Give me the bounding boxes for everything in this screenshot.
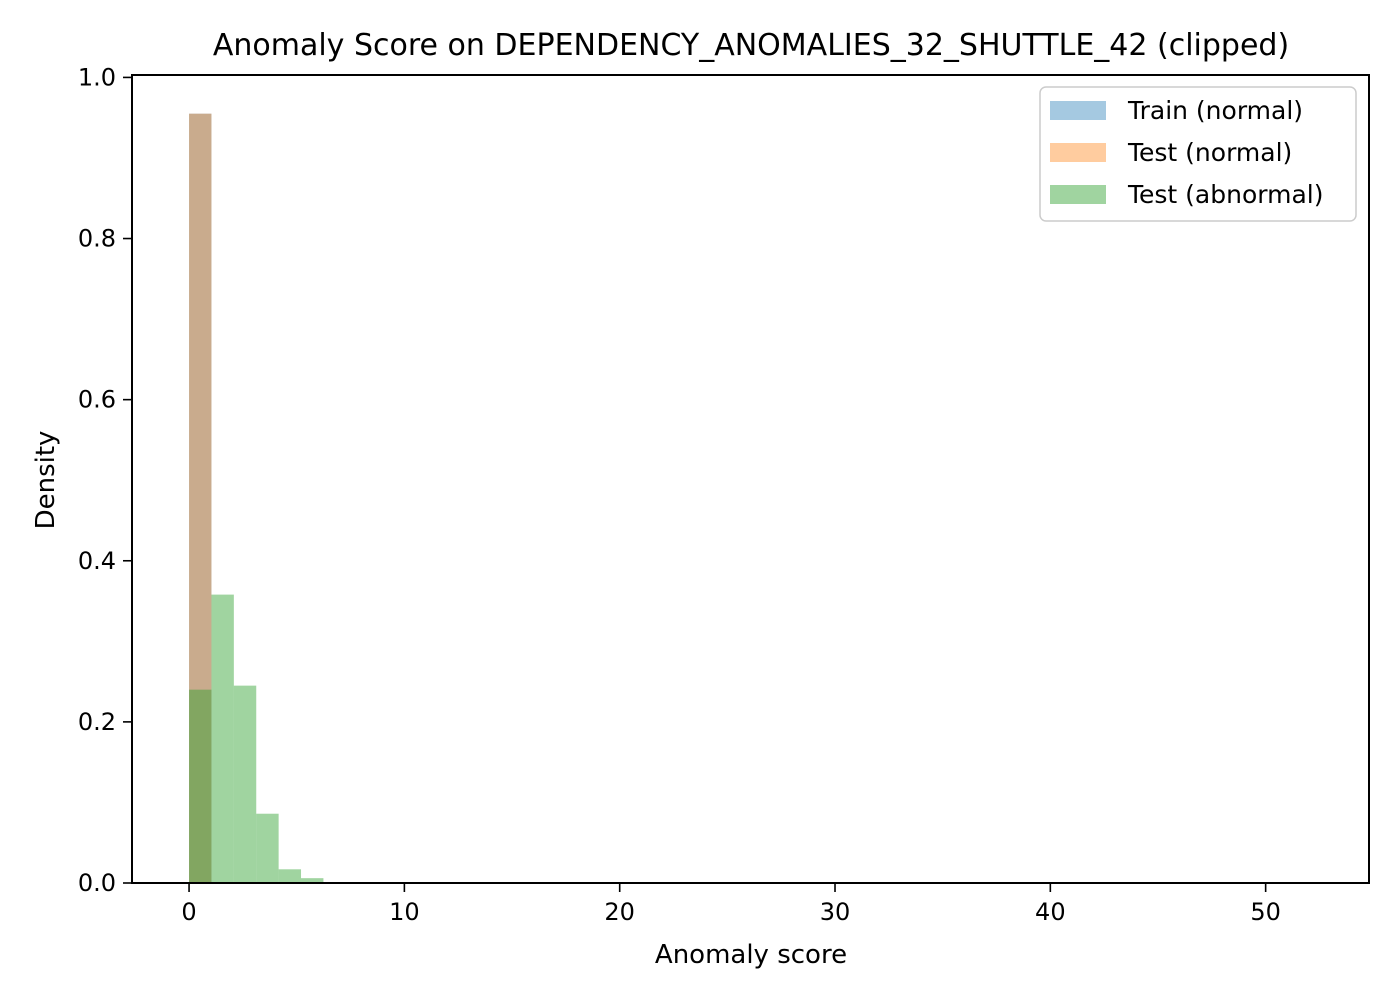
- y-tick-label: 0.6: [78, 386, 116, 414]
- legend-label-2: Test (abnormal): [1127, 180, 1323, 209]
- y-tick-label: 0.0: [78, 869, 116, 897]
- legend-label-1: Test (normal): [1127, 138, 1292, 167]
- x-tick-label: 10: [389, 898, 420, 926]
- histogram-bar-series-2-bin-5: [301, 878, 324, 883]
- x-tick-label: 50: [1250, 898, 1281, 926]
- y-tick-label: 1.0: [78, 63, 116, 91]
- legend-swatch-0: [1050, 101, 1106, 120]
- legend-frame: [1039, 86, 1357, 222]
- y-axis-ticks: 0.0 0.2 0.4 0.6 0.8 1.0: [78, 63, 132, 897]
- histogram-bar-series-1-bin-0: [189, 113, 212, 884]
- legend-swatch-2: [1050, 185, 1106, 204]
- bars-layer: [189, 113, 324, 884]
- x-tick-label: 30: [820, 898, 851, 926]
- x-axis-ticks: 0 10 20 30 40 50: [181, 883, 1281, 926]
- y-tick-label: 0.8: [78, 225, 116, 253]
- legend-entries: Train (normal) Test (normal) Test (abnorma…: [1050, 96, 1323, 209]
- histogram-bar-series-2-bin-4: [278, 869, 302, 883]
- y-tick-label: 0.4: [78, 547, 116, 575]
- histogram-bar-series-2-bin-3: [256, 813, 279, 883]
- x-axis-label: Anomaly score: [655, 940, 847, 970]
- legend-swatch-1: [1050, 143, 1106, 162]
- plot-frame: [131, 74, 1370, 884]
- legend-label-0: Train (normal): [1127, 96, 1303, 125]
- y-axis-label: Density: [31, 431, 61, 530]
- histogram-bar-series-2-bin-0: [189, 689, 212, 883]
- y-tick-label: 0.2: [78, 708, 116, 736]
- histogram-bar-series-2-bin-1: [211, 594, 234, 883]
- histogram-bar-series-0-bin-0: [189, 113, 212, 884]
- histogram-bar-series-2-bin-2: [233, 685, 257, 883]
- x-tick-label: 0: [181, 898, 196, 926]
- x-tick-label: 20: [604, 898, 635, 926]
- x-tick-label: 40: [1035, 898, 1066, 926]
- legend: Train (normal) Test (normal) Test (abnorma…: [1039, 86, 1357, 222]
- chart-title: Anomaly Score on DEPENDENCY_ANOMALIES_32…: [213, 28, 1289, 63]
